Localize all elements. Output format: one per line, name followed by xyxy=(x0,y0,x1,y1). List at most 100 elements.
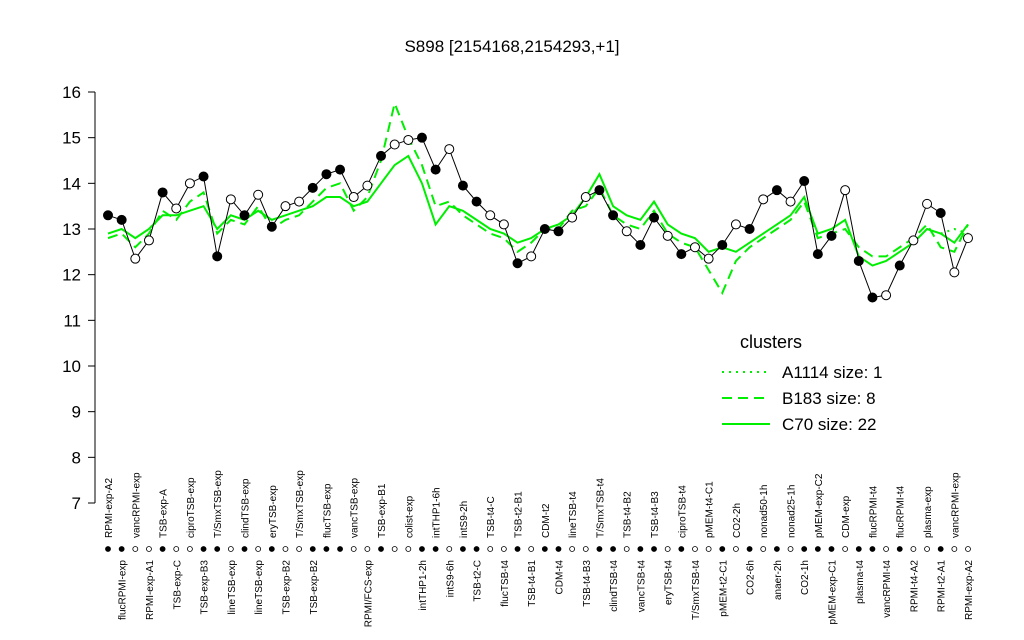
data-point xyxy=(321,169,332,180)
data-point xyxy=(116,214,127,225)
x-tick-label: TSB-exp-A xyxy=(159,489,170,538)
data-point xyxy=(485,210,496,221)
data-point xyxy=(457,180,468,191)
legend-label: A1114 size: 1 xyxy=(782,363,883,382)
x-tick-label: TSB-exp-B1 xyxy=(377,483,388,538)
data-point xyxy=(294,196,305,207)
x-tick-label: RPMI-exp-A1 xyxy=(145,560,156,620)
x-tick-label: intTHP1-6h xyxy=(432,487,443,538)
sample-dot xyxy=(937,546,944,552)
x-tick-label: T/SmxTSB-exp xyxy=(213,470,224,538)
x-tick-label: T/SmxTSB-exp xyxy=(295,470,306,538)
sample-dot xyxy=(814,546,821,552)
y-tick-label: 16 xyxy=(62,83,81,102)
x-tick-label: RPMI-exp-A2 xyxy=(964,560,975,620)
cluster-line xyxy=(107,100,969,296)
sample-dot xyxy=(965,546,971,552)
sample-dot xyxy=(828,546,835,552)
data-point xyxy=(662,230,673,241)
sample-dot xyxy=(787,546,794,552)
data-point xyxy=(539,224,550,234)
x-tick-label: eryTSB-t4 xyxy=(664,560,675,605)
data-point xyxy=(266,221,277,232)
x-tick-label: plasma-exp xyxy=(923,486,934,538)
sample-dot xyxy=(760,546,767,552)
sample-dot xyxy=(296,546,303,552)
y-tick-label: 8 xyxy=(72,448,81,467)
y-tick-label: 7 xyxy=(72,494,81,513)
sample-dot xyxy=(173,546,180,552)
x-tick-label: nonad50-1h xyxy=(759,485,770,538)
data-point xyxy=(758,194,769,205)
sample-dot xyxy=(637,546,644,552)
data-point xyxy=(444,144,455,155)
sample-dot xyxy=(227,546,234,552)
sample-dot xyxy=(282,546,289,552)
sample-dot xyxy=(337,546,343,552)
x-tick-label: anaer-2h xyxy=(773,560,784,600)
data-point xyxy=(198,171,209,182)
data-point xyxy=(621,226,632,237)
sample-dot xyxy=(773,546,780,552)
data-point xyxy=(744,224,755,234)
x-tick-label: TSB-t4-C xyxy=(486,496,497,538)
sample-dot xyxy=(610,546,616,552)
x-tick-label: TSB-exp-B2 xyxy=(281,560,292,615)
sample-dot xyxy=(514,546,521,552)
x-tick-label: RPMI/FCS-exp xyxy=(363,560,374,628)
x-tick-label: pMEM-t2-C1 xyxy=(718,560,729,617)
x-tick-label: vancTSB-exp xyxy=(350,478,361,538)
x-tick-label: RPMI-t2-A1 xyxy=(937,560,948,613)
cluster-line xyxy=(940,227,969,235)
sample-dot xyxy=(569,546,576,552)
x-tick-label: vancRPMI-t4 xyxy=(882,560,893,618)
x-tick-label: TSB-t4-B2 xyxy=(623,491,634,538)
x-tick-label: pMEM-exp-C2 xyxy=(814,473,825,538)
y-tick-label: 10 xyxy=(62,357,81,376)
sample-dot xyxy=(651,546,657,552)
x-tick-label: ciproTSB-t4 xyxy=(677,485,688,538)
data-point xyxy=(253,189,264,200)
data-point xyxy=(389,139,400,150)
data-point xyxy=(130,253,141,264)
chart-title: S898 [2154168,2154293,+1] xyxy=(404,37,619,56)
sample-dot xyxy=(105,546,111,552)
sample-dot xyxy=(896,546,903,552)
x-tick-label: TSB-exp-C xyxy=(172,560,183,609)
x-tick-label: CDM-exp xyxy=(841,495,852,538)
sample-dot xyxy=(582,546,589,552)
sample-dot xyxy=(678,546,685,552)
x-tick-label: flucRPMI-t4 xyxy=(896,485,907,538)
sample-dot xyxy=(746,546,753,552)
x-tick-label: CDM-t4 xyxy=(554,560,565,595)
x-tick-label: CO2-2h xyxy=(732,503,743,538)
x-tick-label: intS9-6h xyxy=(445,560,456,597)
y-tick-label: 13 xyxy=(62,220,81,239)
data-point xyxy=(853,255,864,266)
sample-dot xyxy=(364,546,371,552)
sample-dot xyxy=(487,546,494,552)
y-tick-label: 11 xyxy=(63,311,81,330)
data-point xyxy=(594,185,605,196)
sample-dot xyxy=(855,546,862,552)
x-tick-label: RPMI-t4-A2 xyxy=(909,560,920,613)
data-point xyxy=(922,198,933,209)
x-tick-label: TSB-t2-C xyxy=(473,560,484,602)
data-point xyxy=(239,210,250,221)
sample-dot xyxy=(719,546,726,552)
sample-dot xyxy=(146,546,152,552)
data-point xyxy=(212,251,223,262)
data-point xyxy=(225,194,236,205)
sample-dot xyxy=(132,546,139,552)
y-tick-label: 15 xyxy=(62,129,81,148)
sample-dot xyxy=(241,546,248,552)
data-point xyxy=(471,196,482,207)
x-tick-label: lineTSB-exp xyxy=(254,560,265,615)
x-tick-label: TSB-t2-B1 xyxy=(514,491,525,538)
data-point xyxy=(430,164,441,175)
data-point xyxy=(143,235,154,246)
x-tick-label: colist-exp xyxy=(404,495,415,538)
data-point xyxy=(894,260,905,271)
data-point xyxy=(157,187,168,198)
